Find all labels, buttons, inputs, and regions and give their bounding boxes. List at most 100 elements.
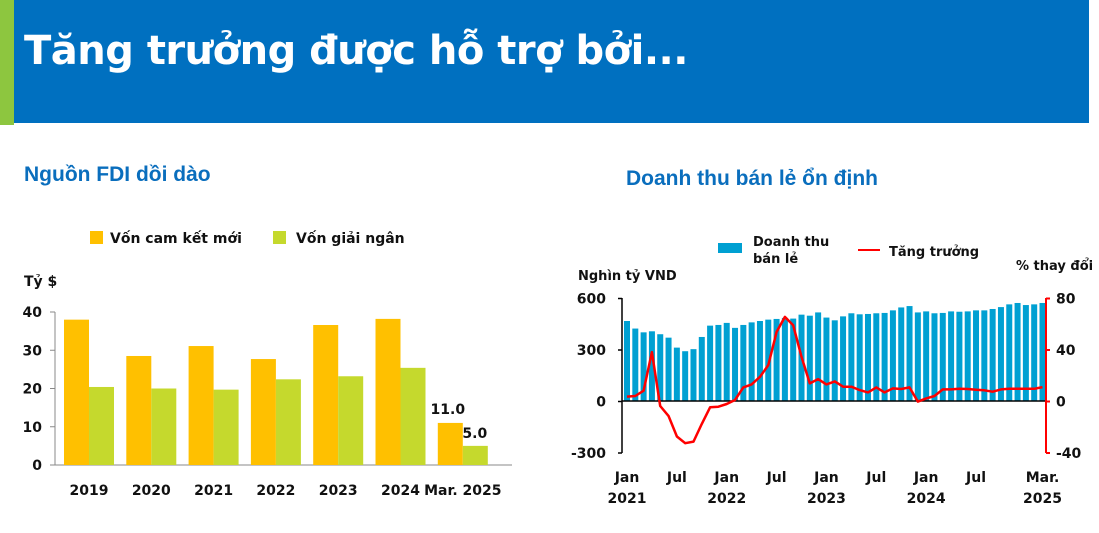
data-label-disbursed: 5.0 bbox=[462, 426, 487, 442]
bar-retail-sales bbox=[815, 312, 822, 401]
y2-tick-label: 40 bbox=[1056, 343, 1076, 359]
x-tick-year: 2022 bbox=[707, 491, 746, 507]
y-tick-label: 40 bbox=[23, 305, 43, 321]
bar-retail-sales bbox=[781, 317, 788, 401]
y2-tick-label: 0 bbox=[1056, 395, 1066, 411]
bar-retail-sales bbox=[1006, 304, 1013, 401]
bar-retail-sales bbox=[723, 322, 730, 401]
legend-retail-l1: Doanh thu bbox=[753, 235, 829, 250]
bar-retail-sales bbox=[640, 332, 647, 401]
bar-retail-sales bbox=[756, 321, 763, 401]
bar-retail-sales bbox=[914, 312, 921, 401]
x-tick-year: 2021 bbox=[608, 491, 647, 507]
bar-retail-sales bbox=[732, 327, 739, 401]
bar-disbursed bbox=[275, 379, 301, 465]
bar-retail-sales bbox=[740, 324, 747, 401]
y-axis-label: Nghìn tỷ VND bbox=[578, 269, 677, 284]
bar-retail-sales bbox=[748, 322, 755, 401]
bar-committed bbox=[188, 346, 214, 465]
bar-retail-sales bbox=[989, 308, 996, 401]
bar-retail-sales bbox=[956, 311, 963, 401]
legend-disbursed: Vốn giải ngân bbox=[296, 230, 405, 247]
bar-retail-sales bbox=[889, 310, 896, 401]
bar-retail-sales bbox=[715, 324, 722, 401]
bar-disbursed bbox=[151, 388, 177, 465]
x-tick-label: Jan bbox=[713, 470, 739, 486]
bar-retail-sales bbox=[964, 311, 971, 401]
bar-disbursed bbox=[462, 445, 488, 465]
bar-retail-sales bbox=[657, 334, 664, 401]
bar-retail-sales bbox=[923, 311, 930, 401]
bar-committed bbox=[437, 422, 463, 465]
bar-retail-sales bbox=[624, 321, 630, 401]
y-axis-label: Tỷ $ bbox=[24, 274, 57, 290]
x-tick-label: 2019 bbox=[70, 483, 109, 499]
bar-retail-sales bbox=[665, 337, 672, 401]
header-banner bbox=[14, 0, 1089, 123]
bar-retail-sales bbox=[690, 349, 697, 401]
y2-tick-label: 80 bbox=[1056, 292, 1076, 308]
fdi-chart: Vốn cam kết mới Vốn giải ngân Tỷ $ 0 10 20… bbox=[23, 230, 512, 499]
x-tick-label: Jul bbox=[865, 470, 886, 486]
y-tick-label: -300 bbox=[571, 446, 606, 462]
y-tick-label: 10 bbox=[23, 420, 43, 436]
bar-retail-sales bbox=[707, 325, 714, 401]
y-tick-label: 600 bbox=[577, 292, 606, 308]
bar-retail-sales bbox=[856, 314, 863, 401]
bar-retail-sales bbox=[906, 306, 913, 401]
bar-committed bbox=[313, 325, 339, 465]
bar-retail-sales bbox=[773, 318, 780, 401]
bar-committed bbox=[375, 318, 401, 465]
x-tick-year: 2024 bbox=[907, 491, 946, 507]
bar-disbursed bbox=[400, 367, 426, 465]
bar-retail-sales bbox=[790, 318, 797, 401]
x-tick-label: Mar. bbox=[1026, 470, 1060, 486]
x-tick-label: Mar. 2025 bbox=[424, 483, 501, 499]
bar-retail-sales bbox=[806, 315, 813, 401]
legend-swatch-retail bbox=[718, 243, 742, 253]
x-tick-label: 2023 bbox=[319, 483, 358, 499]
bar-retail-sales bbox=[831, 320, 838, 401]
data-label-committed: 11.0 bbox=[431, 402, 466, 418]
x-tick-label: Jan bbox=[913, 470, 939, 486]
legend-retail-l2: bán lẻ bbox=[753, 252, 798, 267]
x-tick-year: 2023 bbox=[807, 491, 846, 507]
bar-retail-sales bbox=[898, 307, 905, 401]
x-tick-label: 2021 bbox=[194, 483, 233, 499]
bar-retail-sales bbox=[981, 310, 988, 401]
bar-retail-sales bbox=[1014, 302, 1021, 401]
growth-line bbox=[626, 315, 1043, 445]
accent-stripe bbox=[0, 0, 14, 125]
x-tick-year: 2025 bbox=[1023, 491, 1062, 507]
legend-swatch-committed bbox=[90, 231, 103, 244]
bar-committed bbox=[126, 355, 152, 465]
retail-chart-title: Doanh thu bán lẻ ổn định bbox=[626, 167, 878, 190]
x-tick-label: Jan bbox=[813, 470, 839, 486]
bar-retail-sales bbox=[1039, 302, 1046, 401]
bar-retail-sales bbox=[1022, 305, 1029, 401]
y2-axis-label: % thay đổi bbox=[1016, 258, 1093, 274]
x-tick-label: Jan bbox=[614, 470, 640, 486]
y2-tick-label: -40 bbox=[1056, 446, 1082, 462]
bar-retail-sales bbox=[873, 313, 880, 401]
bar-retail-sales bbox=[931, 313, 938, 401]
x-tick-label: 2022 bbox=[256, 483, 295, 499]
y-tick-label: 0 bbox=[32, 458, 42, 474]
legend-growth: Tăng trưởng bbox=[889, 245, 979, 260]
bar-retail-sales bbox=[673, 347, 680, 401]
y-tick-label: 20 bbox=[23, 382, 43, 398]
bar-retail-sales bbox=[881, 312, 888, 401]
bar-retail-sales bbox=[948, 311, 955, 401]
bar-retail-sales bbox=[682, 351, 689, 401]
x-tick-label: 2024 bbox=[381, 483, 420, 499]
bar-disbursed bbox=[338, 376, 364, 465]
bar-retail-sales bbox=[864, 313, 871, 401]
x-tick-label: 2020 bbox=[132, 483, 171, 499]
x-tick-label: Jul bbox=[766, 470, 787, 486]
bar-disbursed bbox=[89, 386, 114, 465]
bar-committed bbox=[250, 359, 276, 465]
bar-retail-sales bbox=[848, 313, 855, 401]
bar-retail-sales bbox=[698, 336, 705, 401]
bar-retail-sales bbox=[973, 310, 980, 401]
